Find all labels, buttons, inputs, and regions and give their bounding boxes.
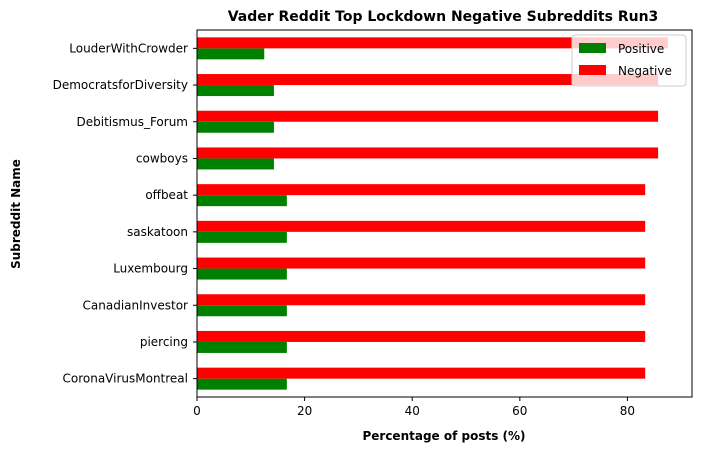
bar-positive-CanadianInvestor — [197, 305, 287, 317]
y-tick-label: CanadianInvestor — [83, 298, 189, 312]
y-tick-label: DemocratsforDiversity — [53, 78, 188, 92]
bar-negative-Luxembourg — [197, 257, 646, 269]
y-tick-label: piercing — [140, 335, 188, 349]
x-tick-label: 60 — [512, 404, 527, 418]
x-tick-label: 20 — [297, 404, 312, 418]
y-axis: CoronaVirusMontreal piercing CanadianInves… — [53, 41, 197, 386]
bar-positive-cowboys — [197, 158, 274, 170]
bar-negative-DemocratsforDiversity — [197, 74, 659, 86]
bar-positive-LouderWithCrowder — [197, 48, 265, 60]
bar-positive-saskatoon — [197, 231, 287, 243]
y-tick-label: saskatoon — [127, 225, 188, 239]
bar-positive-piercing — [197, 341, 287, 353]
y-tick-label: Debitismus_Forum — [77, 115, 188, 129]
bar-negative-piercing — [197, 330, 646, 342]
y-tick-label: CoronaVirusMontreal — [62, 372, 188, 386]
x-tick-label: 80 — [620, 404, 635, 418]
x-axis: 0 20 40 60 80 — [193, 397, 635, 418]
y-tick-label: LouderWithCrowder — [69, 41, 188, 55]
bar-negative-Debitismus_Forum — [197, 110, 659, 122]
bars-layer — [197, 37, 668, 390]
plot-frame — [196, 29, 693, 398]
bar-negative-cowboys — [197, 147, 659, 159]
legend-label-negative: Negative — [618, 64, 672, 78]
legend-swatch-positive — [579, 43, 606, 53]
bar-positive-CoronaVirusMontreal — [197, 378, 287, 390]
bar-positive-DemocratsforDiversity — [197, 85, 274, 97]
y-tick-label: offbeat — [145, 188, 188, 202]
bar-positive-Luxembourg — [197, 268, 287, 280]
legend-swatch-negative — [579, 65, 606, 75]
bar-positive-Debitismus_Forum — [197, 121, 274, 133]
bar-negative-CanadianInvestor — [197, 294, 646, 306]
y-tick-label: cowboys — [136, 151, 188, 165]
bar-negative-offbeat — [197, 184, 646, 196]
x-tick-label: 40 — [405, 404, 420, 418]
y-axis-label: Subreddit Name — [9, 159, 23, 269]
y-tick-label: Luxembourg — [113, 262, 188, 276]
chart-title: Vader Reddit Top Lockdown Negative Subre… — [228, 9, 659, 25]
bar-positive-offbeat — [197, 195, 287, 207]
x-axis-label: Percentage of posts (%) — [362, 429, 525, 443]
legend: Positive Negative — [571, 34, 687, 87]
legend-label-positive: Positive — [618, 42, 664, 56]
bar-negative-LouderWithCrowder — [197, 37, 668, 49]
x-tick-label: 0 — [193, 404, 201, 418]
bar-negative-CoronaVirusMontreal — [197, 367, 646, 379]
bar-negative-saskatoon — [197, 220, 646, 232]
